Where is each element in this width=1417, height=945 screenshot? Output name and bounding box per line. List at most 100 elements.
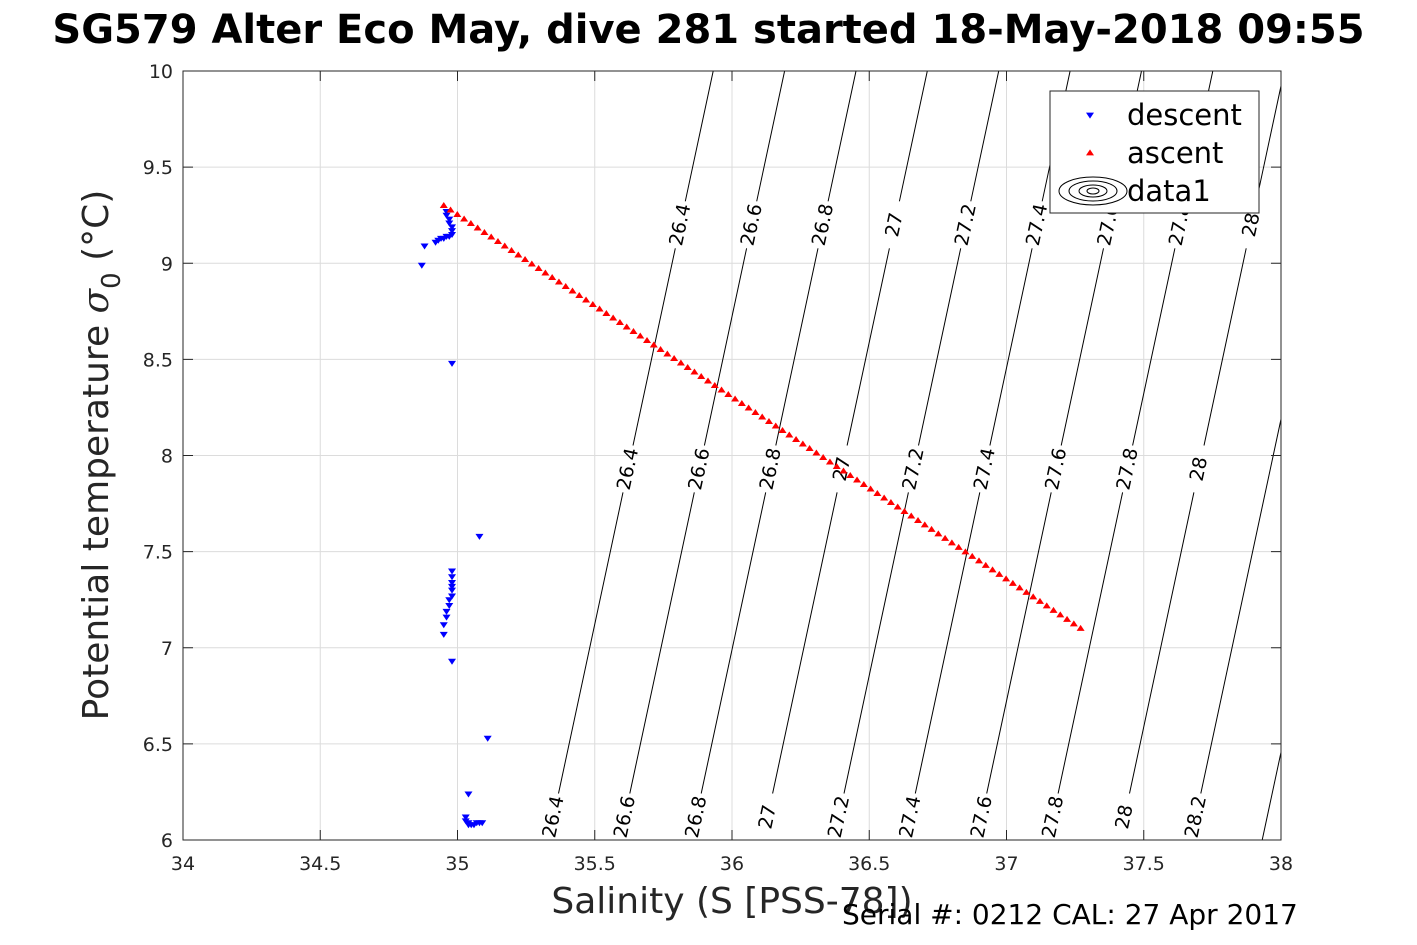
ascent-point <box>629 327 638 334</box>
ascent-point <box>968 552 977 559</box>
ascent-point <box>643 336 652 343</box>
isopycnal-label: 27 <box>754 803 781 831</box>
descent-point <box>442 614 451 621</box>
legend-ascent-marker <box>1086 149 1094 156</box>
ascent-point <box>853 476 862 483</box>
descent-point <box>445 216 454 223</box>
ascent-point <box>785 431 794 438</box>
ascent-point <box>893 503 902 510</box>
descent-point <box>442 212 451 219</box>
isopycnal-label: 28 <box>1186 455 1213 483</box>
ascent-point <box>1069 620 1078 627</box>
descent-series <box>417 208 492 829</box>
chart-title-text: SG579 Alter Eco May, dive 281 started 18… <box>52 7 1365 53</box>
ascent-point <box>758 413 767 420</box>
ascent-point <box>439 201 448 208</box>
ascent-point <box>873 489 882 496</box>
ascent-point <box>751 408 760 415</box>
ascent-point <box>622 323 631 330</box>
isopycnal-label: 28 <box>1238 211 1265 239</box>
ascent-point <box>690 368 699 375</box>
isopycnal-line <box>1334 71 1417 840</box>
ascent-point <box>473 224 482 231</box>
descent-point <box>445 603 454 610</box>
ascent-point <box>914 516 923 523</box>
ascent-point <box>480 228 489 235</box>
ascent-point <box>907 512 916 519</box>
x-tick-label: 36.5 <box>848 853 890 875</box>
ascent-point <box>941 534 950 541</box>
legend-box <box>1049 90 1260 214</box>
descent-point <box>420 243 429 250</box>
ascent-point <box>534 264 543 271</box>
ascent-point <box>1015 584 1024 591</box>
ascent-point <box>453 210 462 217</box>
isopycnal-line <box>833 71 1000 840</box>
y-tick-label: 7.5 <box>143 542 173 564</box>
ascent-point <box>1063 615 1072 622</box>
legend-descent-marker <box>1086 112 1094 119</box>
axes: 34 34.5 35 35.5 36 36.5 37 37.5 38 6 6.5 7 7.5 8 8.5 9 9… <box>76 61 1293 922</box>
ascent-point <box>1029 593 1038 600</box>
ascent-point <box>683 363 692 370</box>
ascent-point <box>588 300 597 307</box>
isopycnal-label: 27 <box>829 455 856 483</box>
x-tick-label: 34 <box>171 853 195 875</box>
x-tick-label: 34.5 <box>299 853 341 875</box>
isopycnal-line <box>547 71 714 840</box>
ascent-point <box>1002 575 1011 582</box>
isopycnal-label: 28 <box>1111 803 1138 831</box>
ascent-point <box>792 435 801 442</box>
ascent-point <box>1049 606 1058 613</box>
ascent-point <box>670 354 679 361</box>
descent-point <box>448 360 457 367</box>
descent-point <box>478 820 487 827</box>
ascent-point <box>859 480 868 487</box>
ascent-point <box>541 269 550 276</box>
ascent-point <box>778 426 787 433</box>
ascent-point <box>487 233 496 240</box>
legend-contour-ring <box>1058 176 1128 206</box>
ascent-point <box>954 543 963 550</box>
descent-point <box>445 597 454 604</box>
ascent-point <box>649 341 658 348</box>
ascent-point <box>927 525 936 532</box>
ascent-point <box>974 557 983 564</box>
descent-point <box>448 228 457 235</box>
descent-point <box>448 587 457 594</box>
descent-point <box>448 232 457 239</box>
x-tick-label: 37.5 <box>1123 853 1165 875</box>
legend-label: data1 <box>1127 174 1211 208</box>
ascent-point <box>846 471 855 478</box>
descent-point <box>442 608 451 615</box>
descent-point <box>448 593 457 600</box>
legend: descent ascent data1 <box>1049 90 1260 214</box>
descent-point <box>448 658 457 665</box>
descent-point <box>448 224 457 231</box>
descent-point <box>475 533 484 540</box>
ascent-point <box>466 219 475 226</box>
descent-point <box>461 814 470 821</box>
y-tick-label: 6.5 <box>143 734 173 756</box>
ascent-point <box>636 332 645 339</box>
ascent-point <box>981 561 990 568</box>
isopycnal-label: 27 <box>881 211 908 239</box>
ascent-point <box>663 350 672 357</box>
ascent-point <box>703 377 712 384</box>
legend-label: ascent <box>1127 136 1223 170</box>
isopycnal-line <box>1047 71 1214 840</box>
ascent-point <box>493 237 502 244</box>
descent-point <box>448 568 457 575</box>
ascent-point <box>866 485 875 492</box>
ascent-point <box>724 390 733 397</box>
ascent-point <box>527 260 536 267</box>
ascent-point <box>900 507 909 514</box>
x-tick-label: 36 <box>720 853 744 875</box>
x-tick-label: 37 <box>994 853 1018 875</box>
ascent-point <box>737 399 746 406</box>
y-tick-label: 8 <box>161 446 173 468</box>
ascent-point <box>798 440 807 447</box>
ascent-point <box>561 282 570 289</box>
ascent-point <box>602 309 611 316</box>
